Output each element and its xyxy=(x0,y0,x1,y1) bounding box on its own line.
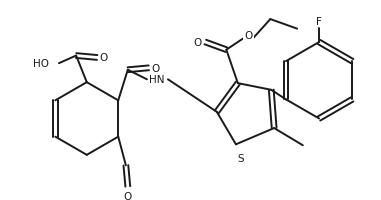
Text: HO: HO xyxy=(34,59,50,69)
Text: O: O xyxy=(151,64,160,73)
Text: F: F xyxy=(316,17,322,27)
Text: O: O xyxy=(100,53,108,63)
Text: HN: HN xyxy=(149,75,164,85)
Text: O: O xyxy=(194,38,202,48)
Text: S: S xyxy=(237,153,244,163)
Text: O: O xyxy=(244,31,253,41)
Text: O: O xyxy=(124,191,132,200)
